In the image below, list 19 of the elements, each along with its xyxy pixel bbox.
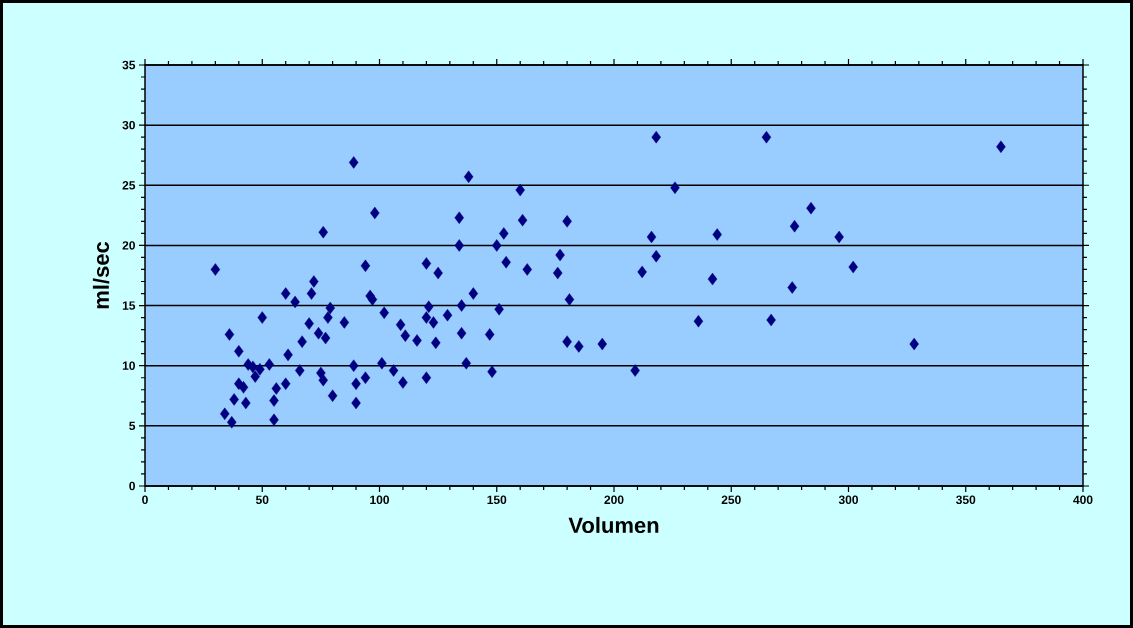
x-axis-title: Volumen bbox=[568, 516, 659, 534]
y-tick-label: 10 bbox=[122, 361, 135, 370]
y-tick-label: 35 bbox=[122, 60, 136, 70]
y-axis-title: ml/sec bbox=[92, 241, 110, 309]
x-tick-label: 200 bbox=[604, 495, 624, 505]
x-tick-label: 0 bbox=[142, 495, 148, 505]
y-tick-label: 30 bbox=[122, 120, 135, 130]
x-tick-label: 400 bbox=[1073, 495, 1093, 505]
x-tick-label: 50 bbox=[255, 495, 269, 505]
y-tick-label: 25 bbox=[122, 181, 136, 190]
y-tick-label: 0 bbox=[129, 481, 135, 491]
x-tick-label: 250 bbox=[721, 495, 741, 505]
x-tick-label: 100 bbox=[370, 495, 390, 505]
y-tick-label: 5 bbox=[129, 421, 136, 431]
x-tick-label: 150 bbox=[487, 495, 507, 505]
x-tick-label: 300 bbox=[838, 495, 859, 505]
y-tick-label: 20 bbox=[122, 241, 135, 250]
x-tick-label: 350 bbox=[956, 495, 976, 505]
y-tick-label: 15 bbox=[122, 301, 136, 310]
